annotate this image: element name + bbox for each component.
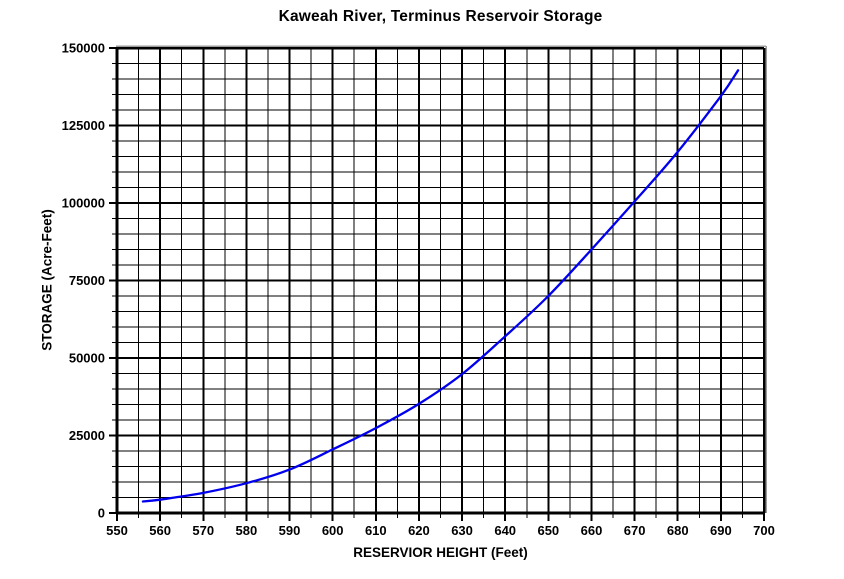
y-tick-label: 125000: [62, 118, 105, 133]
x-tick-label: 620: [408, 523, 430, 538]
x-axis-title: RESERVIOR HEIGHT (Feet): [353, 545, 528, 560]
x-tick-label: 600: [322, 523, 344, 538]
y-tick-label: 25000: [69, 428, 105, 443]
x-tick-label: 610: [365, 523, 387, 538]
x-tick-label: 630: [451, 523, 473, 538]
storage-curve: [141, 69, 740, 503]
x-tick-label: 590: [279, 523, 301, 538]
x-tick-label: 660: [581, 523, 603, 538]
x-tick-label: 670: [624, 523, 646, 538]
y-tick-label: 0: [98, 506, 105, 521]
x-tick-label: 570: [192, 523, 214, 538]
chart-title: Kaweah River, Terminus Reservoir Storage: [278, 8, 603, 25]
y-tick-label: 50000: [69, 351, 105, 366]
x-tick-label: 650: [537, 523, 559, 538]
x-tick-label: 640: [494, 523, 516, 538]
y-tick-label: 75000: [69, 273, 105, 288]
x-tick-label: 580: [236, 523, 258, 538]
y-tick-label: 100000: [62, 196, 105, 211]
x-tick-label: 680: [667, 523, 689, 538]
y-tick-label: 150000: [62, 41, 105, 56]
x-tick-label: 690: [710, 523, 732, 538]
x-tick-label: 550: [106, 523, 128, 538]
x-tick-label: 560: [149, 523, 171, 538]
x-tick-label: 700: [753, 523, 775, 538]
